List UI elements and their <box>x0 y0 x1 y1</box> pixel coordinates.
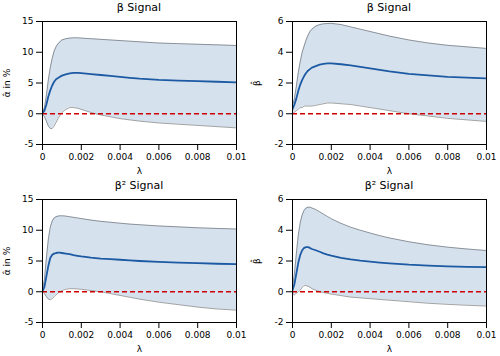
svg-text:λ: λ <box>387 166 393 176</box>
svg-text:0.006: 0.006 <box>146 152 172 162</box>
svg-text:6: 6 <box>278 194 284 204</box>
svg-text:4: 4 <box>278 225 284 235</box>
svg-text:0: 0 <box>290 152 296 162</box>
svg-text:5: 5 <box>28 256 34 266</box>
html-text:β² Signal: β² Signal <box>114 179 164 192</box>
svg-text:0.01: 0.01 <box>476 152 496 162</box>
svg-text:-5: -5 <box>25 139 34 149</box>
svg-text:-5: -5 <box>25 317 34 327</box>
svg-text:β̂: β̂ <box>250 258 262 264</box>
svg-text:6: 6 <box>278 16 284 26</box>
svg-text:0.004: 0.004 <box>107 152 133 162</box>
svg-text:λ: λ <box>137 344 143 354</box>
svg-text:0.004: 0.004 <box>107 330 133 340</box>
svg-text:λ: λ <box>387 344 393 354</box>
svg-text:0.002: 0.002 <box>68 152 94 162</box>
svg-text:λ: λ <box>137 166 143 176</box>
svg-text:2: 2 <box>278 256 284 266</box>
svg-text:10: 10 <box>22 225 34 235</box>
svg-text:0.006: 0.006 <box>396 330 422 340</box>
svg-text:0.002: 0.002 <box>68 330 94 340</box>
svg-text:0: 0 <box>40 330 46 340</box>
svg-text:0.01: 0.01 <box>476 330 496 340</box>
svg-text:α̂ in %: α̂ in % <box>2 68 12 97</box>
svg-text:4: 4 <box>278 47 284 57</box>
svg-text:0.002: 0.002 <box>318 152 344 162</box>
svg-text:0.008: 0.008 <box>435 330 461 340</box>
svg-text:0.008: 0.008 <box>185 152 211 162</box>
svg-text:0.008: 0.008 <box>185 330 211 340</box>
svg-text:-2: -2 <box>275 139 284 149</box>
svg-text:0: 0 <box>290 330 296 340</box>
svg-text:α̂ in %: α̂ in % <box>2 246 12 275</box>
svg-text:0.006: 0.006 <box>396 152 422 162</box>
svg-text:0.004: 0.004 <box>357 152 383 162</box>
svg-text:0: 0 <box>28 109 34 119</box>
svg-text:15: 15 <box>22 194 33 204</box>
svg-text:0.01: 0.01 <box>226 152 246 162</box>
svg-text:0: 0 <box>278 287 284 297</box>
svg-text:-2: -2 <box>275 317 284 327</box>
html-text:β² Signal: β² Signal <box>364 179 414 192</box>
svg-text:2: 2 <box>278 78 284 88</box>
html-text:β Signal: β Signal <box>366 1 412 14</box>
html-text:β Signal: β Signal <box>116 1 162 14</box>
svg-text:0: 0 <box>40 152 46 162</box>
svg-text:0.002: 0.002 <box>318 330 344 340</box>
svg-text:0.008: 0.008 <box>435 152 461 162</box>
svg-text:0.01: 0.01 <box>226 330 246 340</box>
svg-text:5: 5 <box>28 78 34 88</box>
svg-text:10: 10 <box>22 47 34 57</box>
svg-text:0: 0 <box>278 109 284 119</box>
svg-text:0.006: 0.006 <box>146 330 172 340</box>
svg-text:β̂: β̂ <box>250 80 262 86</box>
svg-text:0: 0 <box>28 287 34 297</box>
svg-text:0.004: 0.004 <box>357 330 383 340</box>
svg-text:15: 15 <box>22 16 33 26</box>
